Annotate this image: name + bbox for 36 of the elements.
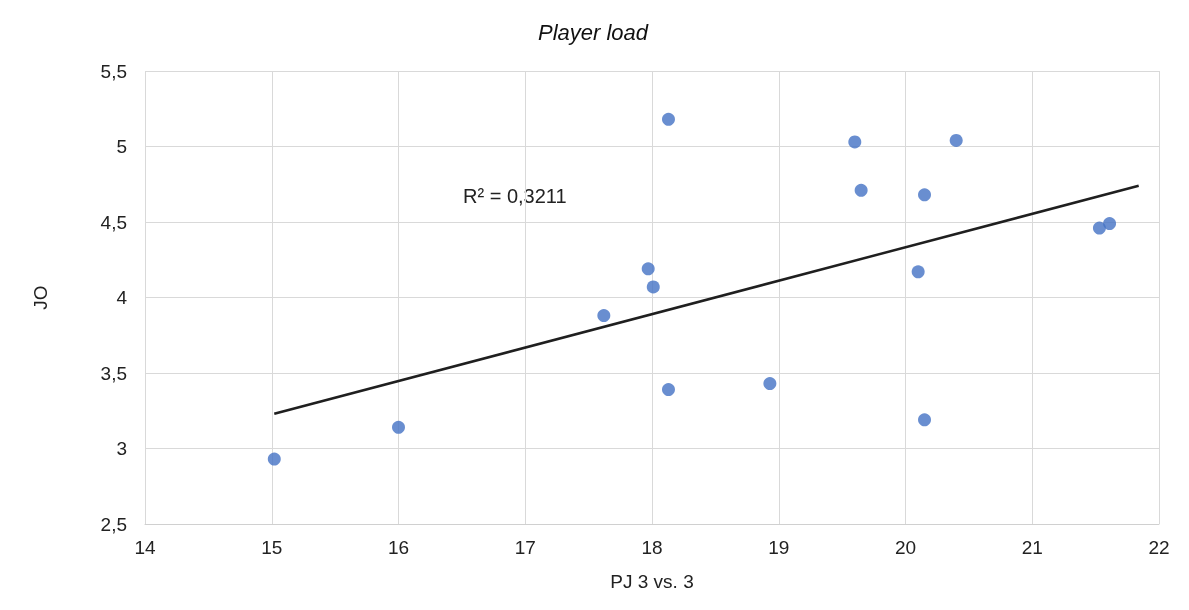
point (267, 452, 281, 466)
x-tick-label: 15 (261, 537, 283, 558)
y-tick-label: 3 (116, 438, 127, 459)
annotation: R² = 0,3211 (463, 185, 567, 207)
point (918, 188, 932, 202)
y-tick-label: 3,5 (100, 362, 127, 384)
x-tick-label: 21 (1021, 537, 1043, 558)
point (763, 377, 777, 391)
x-tick-label: 17 (514, 537, 536, 558)
y-tick-label: 2,5 (100, 513, 127, 535)
point (641, 262, 655, 276)
point (854, 183, 868, 197)
point (949, 133, 963, 147)
y-tick-label: 4,5 (100, 211, 127, 233)
x-tick-label: 14 (134, 537, 156, 558)
point (1103, 217, 1117, 231)
x-tick-label: 20 (894, 537, 917, 558)
point (392, 420, 405, 434)
x-axis-title: PJ 3 vs. 3 (610, 571, 694, 592)
y-tick-label: 5,5 (100, 60, 127, 82)
x-tick-label: 22 (1148, 537, 1170, 558)
point (1092, 221, 1106, 235)
y-tick-label: 5 (116, 136, 127, 157)
x-tick-label: 16 (387, 537, 410, 558)
y-tick-label: 4 (116, 287, 128, 308)
x-tick-label: 19 (768, 537, 790, 558)
point (661, 112, 675, 126)
x-tick-label: 18 (641, 537, 663, 558)
point (646, 280, 660, 294)
point (661, 383, 675, 397)
point (848, 135, 862, 149)
y-axis-title: JO (30, 285, 51, 310)
chart-title: Player load (537, 19, 649, 45)
point (911, 265, 925, 279)
point (597, 309, 611, 323)
point (918, 413, 932, 427)
